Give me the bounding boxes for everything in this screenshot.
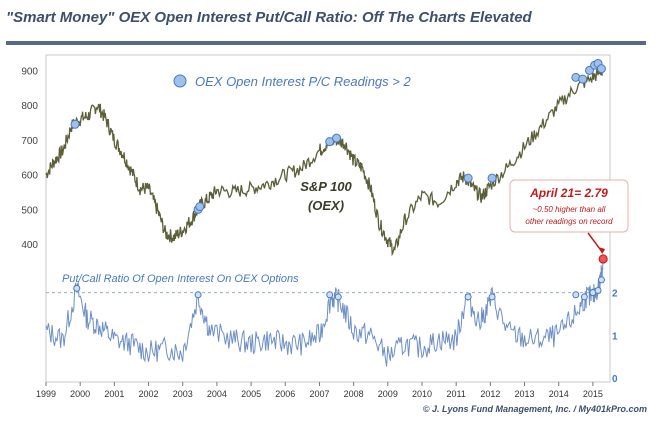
ratio-marker	[326, 291, 334, 299]
y-left-tick-label: 600	[21, 171, 38, 182]
y-left-tick-label: 700	[21, 136, 38, 147]
ratio-marker	[194, 291, 202, 299]
annotation-title: April 21= 2.79	[529, 186, 608, 200]
x-tick-label: 2014	[549, 389, 569, 399]
title-rule	[6, 41, 646, 45]
x-tick-label: 2010	[412, 389, 432, 399]
price-marker	[70, 119, 80, 129]
annotation-arrowhead	[598, 246, 606, 254]
x-tick-label: 2007	[309, 389, 329, 399]
source-credit: © J. Lyons Fund Management, Inc. / My401…	[422, 404, 647, 414]
x-tick-label: 2003	[173, 389, 193, 399]
chart-title: "Smart Money" OEX Open Interest Put/Call…	[6, 9, 532, 26]
y-left-tick-label: 500	[21, 205, 38, 216]
y-right-tick-label: 1	[612, 331, 618, 342]
x-tick-label: 1999	[36, 389, 56, 399]
y-right-tick-label: 2	[612, 289, 618, 300]
annotation-line2: other readings on record	[525, 217, 613, 226]
price-marker	[332, 133, 342, 143]
x-tick-label: 2005	[241, 389, 261, 399]
price-marker	[578, 74, 588, 84]
ratio-marker	[73, 284, 81, 292]
price-label-line2: (OEX)	[308, 198, 344, 213]
price-marker	[487, 173, 497, 183]
price-marker	[463, 173, 473, 183]
ratio-label: Put/Call Ratio Of Open Interest On OEX O…	[62, 273, 299, 285]
x-tick-label: 2015	[583, 389, 603, 399]
x-tick-label: 2004	[207, 389, 227, 399]
ratio-marker	[334, 293, 342, 301]
x-tick-label: 2006	[275, 389, 295, 399]
x-tick-label: 2011	[447, 389, 466, 399]
legend-label: OEX Open Interest P/C Readings > 2	[195, 74, 411, 89]
ratio-marker	[464, 293, 472, 301]
legend-marker	[173, 74, 187, 88]
price-series-line	[45, 68, 604, 257]
x-tick-label: 2001	[104, 389, 124, 399]
x-tick-label: 2008	[344, 389, 364, 399]
ratio-marker	[580, 293, 588, 301]
ratio-marker	[488, 293, 496, 301]
highlight-marker	[598, 254, 608, 264]
x-tick-label: 2009	[378, 389, 398, 399]
y-left-tick-label: 900	[21, 66, 38, 77]
annotation-box	[509, 179, 629, 233]
ratio-marker	[572, 291, 580, 299]
annotation-line1: ~0.50 higher than all	[533, 205, 606, 214]
y-left-tick-label: 800	[21, 101, 38, 112]
price-label-line1: S&P 100	[300, 179, 352, 194]
x-tick-label: 2002	[139, 389, 159, 399]
x-tick-label: 2013	[515, 389, 535, 399]
price-marker	[195, 202, 205, 212]
price-marker	[596, 64, 606, 74]
y-left-tick-label: 400	[21, 240, 38, 251]
x-tick-label: 2000	[70, 389, 90, 399]
x-tick-label: 2012	[480, 389, 500, 399]
ratio-marker	[597, 276, 605, 284]
y-right-tick-label: 0	[612, 374, 618, 385]
ratio-marker	[594, 287, 602, 295]
